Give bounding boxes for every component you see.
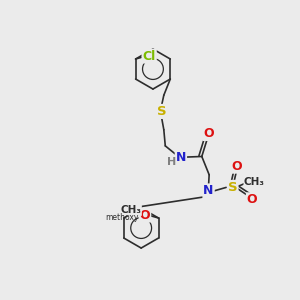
- Text: O: O: [203, 127, 214, 140]
- Text: CH₃: CH₃: [120, 206, 141, 215]
- Text: CH₃: CH₃: [244, 176, 265, 187]
- Text: S: S: [228, 181, 238, 194]
- Text: H: H: [167, 158, 176, 167]
- Text: N: N: [203, 184, 214, 197]
- Text: Cl: Cl: [142, 50, 156, 63]
- Text: O: O: [247, 193, 257, 206]
- Text: O: O: [232, 160, 242, 173]
- Text: S: S: [157, 105, 166, 118]
- Text: methoxy: methoxy: [105, 213, 139, 222]
- Text: O: O: [140, 208, 150, 222]
- Text: N: N: [176, 151, 186, 164]
